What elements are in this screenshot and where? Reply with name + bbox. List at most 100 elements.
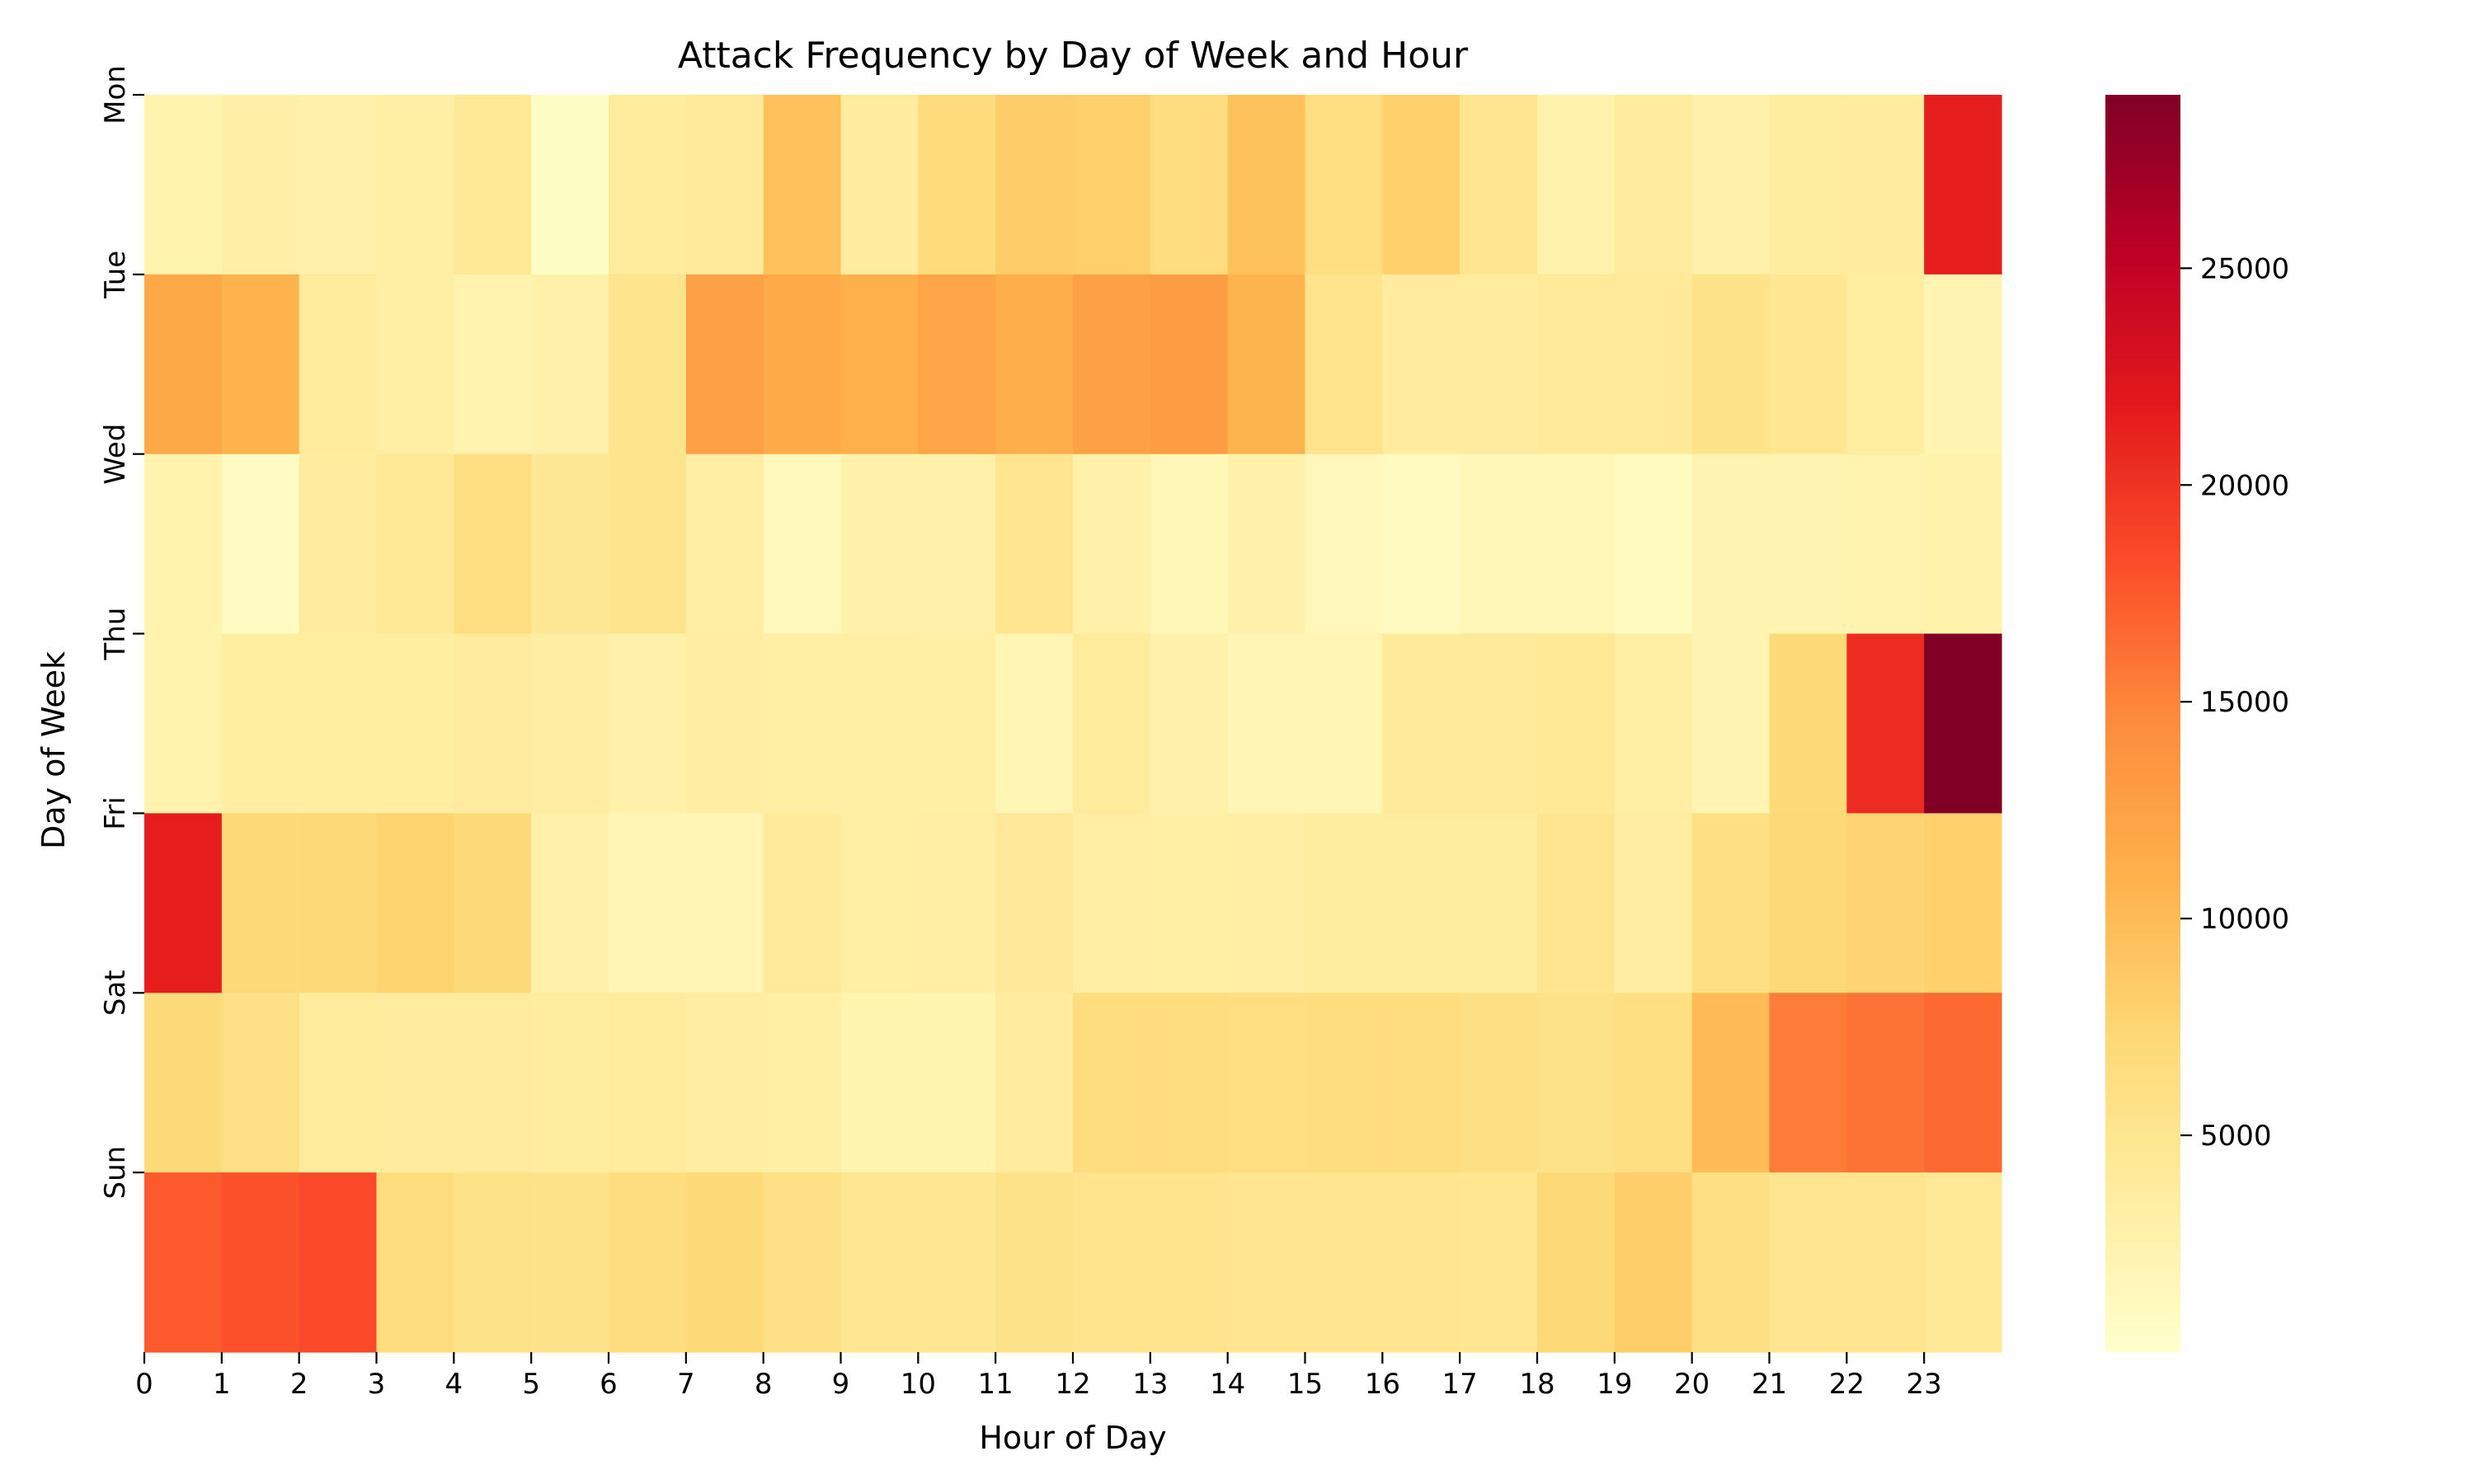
x-tick-label: 8 xyxy=(755,1368,773,1401)
heatmap-cell-wed-15 xyxy=(1305,453,1383,635)
y-tick-label: Fri xyxy=(99,796,132,830)
heatmap-cell-thu-23 xyxy=(1924,633,2002,815)
heatmap-cell-tue-9 xyxy=(840,274,919,455)
heatmap-cell-sun-7 xyxy=(685,1172,764,1353)
heatmap-cell-sun-6 xyxy=(609,1172,687,1353)
heatmap-cell-fri-11 xyxy=(995,813,1074,993)
heatmap-cell-sat-4 xyxy=(454,993,532,1173)
y-axis: Mon Tue Wed Thu Fri Sat Sun xyxy=(99,65,144,1199)
heatmap-cell-sun-14 xyxy=(1227,1172,1306,1353)
heatmap-cell-fri-17 xyxy=(1460,813,1538,993)
heatmap-cell-sun-13 xyxy=(1150,1172,1229,1353)
heatmap-cell-mon-22 xyxy=(1846,95,1925,275)
heatmap-cell-thu-22 xyxy=(1846,633,1925,815)
heatmap-cells xyxy=(144,95,2002,1353)
heatmap-cell-fri-9 xyxy=(840,813,919,993)
heatmap-cell-wed-4 xyxy=(454,453,532,635)
heatmap-cell-tue-21 xyxy=(1769,274,1847,455)
heatmap-cell-wed-12 xyxy=(1073,453,1151,635)
heatmap-cell-mon-1 xyxy=(221,95,300,275)
heatmap-cell-mon-15 xyxy=(1305,95,1383,275)
heatmap-cell-fri-23 xyxy=(1924,813,2002,993)
heatmap-cell-wed-3 xyxy=(376,453,454,635)
heatmap-cell-mon-0 xyxy=(144,95,223,275)
heatmap-cell-fri-1 xyxy=(221,813,300,993)
heatmap-cell-mon-4 xyxy=(454,95,532,275)
heatmap-cell-fri-6 xyxy=(609,813,687,993)
heatmap-cell-sun-19 xyxy=(1614,1172,1693,1353)
heatmap-cell-wed-11 xyxy=(995,453,1074,635)
heatmap-cell-thu-1 xyxy=(221,633,300,815)
heatmap-cell-sat-9 xyxy=(840,993,919,1173)
x-tick-label: 5 xyxy=(522,1368,540,1401)
heatmap-cell-sun-3 xyxy=(376,1172,454,1353)
heatmap-cell-tue-6 xyxy=(609,274,687,455)
heatmap-cell-sat-17 xyxy=(1460,993,1538,1173)
x-tick-label: 3 xyxy=(368,1368,386,1401)
heatmap-cell-sun-18 xyxy=(1537,1172,1616,1353)
heatmap-cell-fri-19 xyxy=(1614,813,1693,993)
heatmap-cell-mon-23 xyxy=(1924,95,2002,275)
heatmap-cell-wed-6 xyxy=(609,453,687,635)
heatmap-cell-wed-5 xyxy=(531,453,609,635)
heatmap-cell-tue-17 xyxy=(1460,274,1538,455)
heatmap-cell-wed-21 xyxy=(1769,453,1847,635)
heatmap-cell-wed-20 xyxy=(1691,453,1771,635)
heatmap-cell-sat-13 xyxy=(1150,993,1229,1173)
heatmap-cell-mon-7 xyxy=(685,95,764,275)
x-tick-label: 19 xyxy=(1597,1368,1632,1401)
heatmap-cell-sat-0 xyxy=(144,993,223,1173)
heatmap-cell-fri-21 xyxy=(1769,813,1847,993)
heatmap-cell-sat-3 xyxy=(376,993,454,1173)
heatmap-cell-tue-3 xyxy=(376,274,454,455)
heatmap-cell-sat-6 xyxy=(609,993,687,1173)
heatmap-cell-thu-4 xyxy=(454,633,532,815)
heatmap-cell-sun-23 xyxy=(1924,1172,2002,1353)
y-tick-label: Tue xyxy=(99,251,132,299)
heatmap-cell-tue-8 xyxy=(763,274,842,455)
heatmap-cell-sun-5 xyxy=(531,1172,609,1353)
heatmap-cell-sun-11 xyxy=(995,1172,1074,1353)
heatmap-cell-thu-16 xyxy=(1382,633,1460,815)
heatmap-cell-sat-1 xyxy=(221,993,300,1173)
x-tick-label: 11 xyxy=(978,1368,1014,1401)
heatmap-cell-tue-2 xyxy=(299,274,378,455)
y-axis-label: Day of Week xyxy=(35,651,72,849)
heatmap-cell-mon-18 xyxy=(1537,95,1616,275)
heatmap-cell-sun-15 xyxy=(1305,1172,1383,1353)
x-tick-label: 13 xyxy=(1132,1368,1168,1401)
heatmap-cell-wed-17 xyxy=(1460,453,1538,635)
y-tick-label: Mon xyxy=(99,65,132,124)
y-tick-label: Sat xyxy=(99,970,132,1016)
colorbar xyxy=(2105,95,2180,1352)
heatmap-cell-thu-11 xyxy=(995,633,1074,815)
heatmap-cell-sat-16 xyxy=(1382,993,1460,1173)
heatmap-cell-mon-20 xyxy=(1691,95,1771,275)
heatmap-cell-thu-14 xyxy=(1227,633,1306,815)
heatmap-cell-tue-15 xyxy=(1305,274,1383,455)
heatmap-cell-wed-8 xyxy=(763,453,842,635)
heatmap-cell-fri-12 xyxy=(1073,813,1151,993)
x-tick-label: 15 xyxy=(1287,1368,1323,1401)
heatmap-cell-sat-11 xyxy=(995,993,1074,1173)
heatmap-cell-sun-12 xyxy=(1073,1172,1151,1353)
heatmap-cell-tue-18 xyxy=(1537,274,1616,455)
heatmap-cell-sat-12 xyxy=(1073,993,1151,1173)
x-tick-label: 18 xyxy=(1519,1368,1554,1401)
heatmap-cell-mon-9 xyxy=(840,95,919,275)
heatmap-cell-wed-7 xyxy=(685,453,764,635)
heatmap-cell-mon-11 xyxy=(995,95,1074,275)
heatmap-cell-fri-2 xyxy=(299,813,378,993)
heatmap-cell-wed-1 xyxy=(221,453,300,635)
heatmap-cell-wed-14 xyxy=(1227,453,1306,635)
y-tick-label: Wed xyxy=(99,424,132,485)
heatmap-cell-sun-2 xyxy=(299,1172,378,1353)
heatmap-cell-fri-5 xyxy=(531,813,609,993)
x-tick-label: 1 xyxy=(213,1368,231,1401)
heatmap-cell-sun-4 xyxy=(454,1172,532,1353)
x-tick-label: 0 xyxy=(135,1368,153,1401)
heatmap-cell-tue-14 xyxy=(1227,274,1306,455)
heatmap-cell-thu-20 xyxy=(1691,633,1771,815)
heatmap-cell-wed-18 xyxy=(1537,453,1616,635)
